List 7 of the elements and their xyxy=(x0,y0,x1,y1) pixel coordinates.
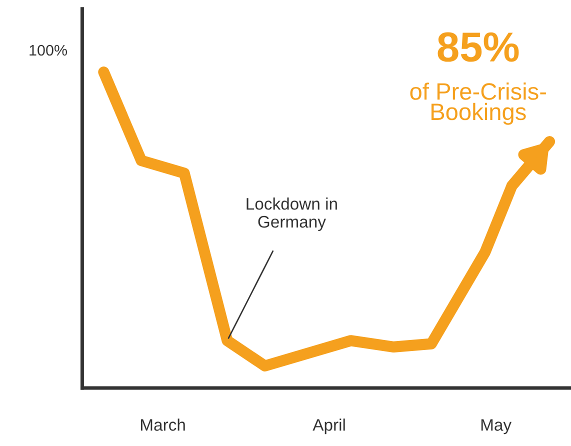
annotation: Lockdown in Germany xyxy=(246,198,337,232)
text: 85% xyxy=(438,32,519,62)
annotation: of Pre-Crisis- Bookings xyxy=(410,82,546,125)
text: 100% xyxy=(30,44,68,56)
x-tick-label: April xyxy=(312,418,345,434)
x-tick-label: March xyxy=(141,418,185,431)
x-tick-label: May xyxy=(481,419,512,434)
